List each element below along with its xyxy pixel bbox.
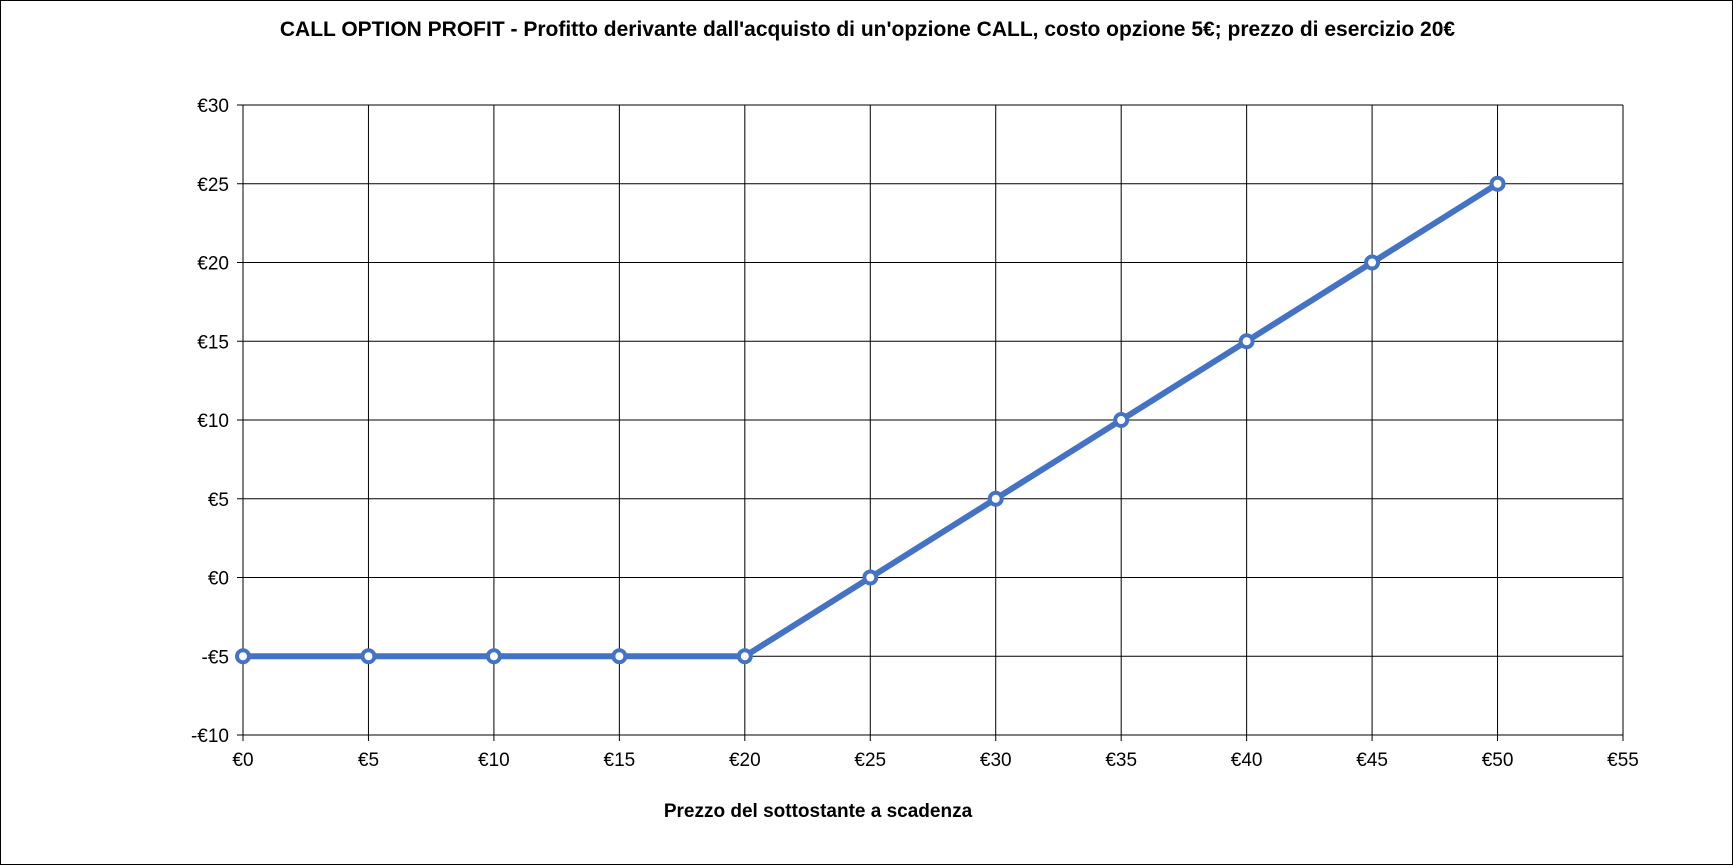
x-tick-label: €25 <box>854 750 886 771</box>
data-point <box>1364 254 1381 271</box>
tick-labels: €0 €5 €10 €15 €20 €25 €30 €35 €40 €45 €50 €55 -€10 -€… <box>191 96 1639 771</box>
data-point <box>862 569 879 586</box>
grid-lines <box>237 104 1624 741</box>
data-point <box>611 648 628 665</box>
y-tick-label: €0 <box>208 569 229 590</box>
x-tick-label: €5 <box>358 750 379 771</box>
data-point <box>736 648 753 665</box>
x-tick-label: €0 <box>232 750 253 771</box>
data-point <box>235 648 251 665</box>
y-tick-label: €10 <box>197 411 229 432</box>
y-tick-label: -€5 <box>202 647 229 668</box>
data-point <box>987 490 1004 507</box>
chart-title: CALL OPTION PROFIT - Profitto derivante … <box>279 18 1456 41</box>
x-tick-label: €50 <box>1482 750 1514 771</box>
y-tick-label: €5 <box>208 490 229 511</box>
y-tick-label: -€10 <box>191 726 229 747</box>
data-point <box>1489 175 1506 192</box>
series-layer <box>235 175 1506 665</box>
x-tick-label: €35 <box>1105 750 1137 771</box>
x-tick-label: €45 <box>1356 750 1388 771</box>
y-tick-label: €25 <box>197 175 229 196</box>
x-tick-label: €20 <box>729 750 761 771</box>
y-tick-label: €30 <box>197 96 229 117</box>
data-point <box>485 648 502 665</box>
data-point <box>1113 412 1130 428</box>
x-tick-label: €10 <box>478 750 510 771</box>
y-tick-label: €20 <box>197 254 229 275</box>
x-tick-label: €55 <box>1607 750 1639 771</box>
x-tick-label: €30 <box>980 750 1012 771</box>
x-axis-label: Prezzo del sottostante a scadenza <box>664 801 973 822</box>
data-point <box>360 648 377 665</box>
x-tick-label: €15 <box>604 750 636 771</box>
y-tick-label: €15 <box>197 332 229 353</box>
x-tick-label: €40 <box>1231 750 1263 771</box>
data-point <box>1238 333 1255 350</box>
